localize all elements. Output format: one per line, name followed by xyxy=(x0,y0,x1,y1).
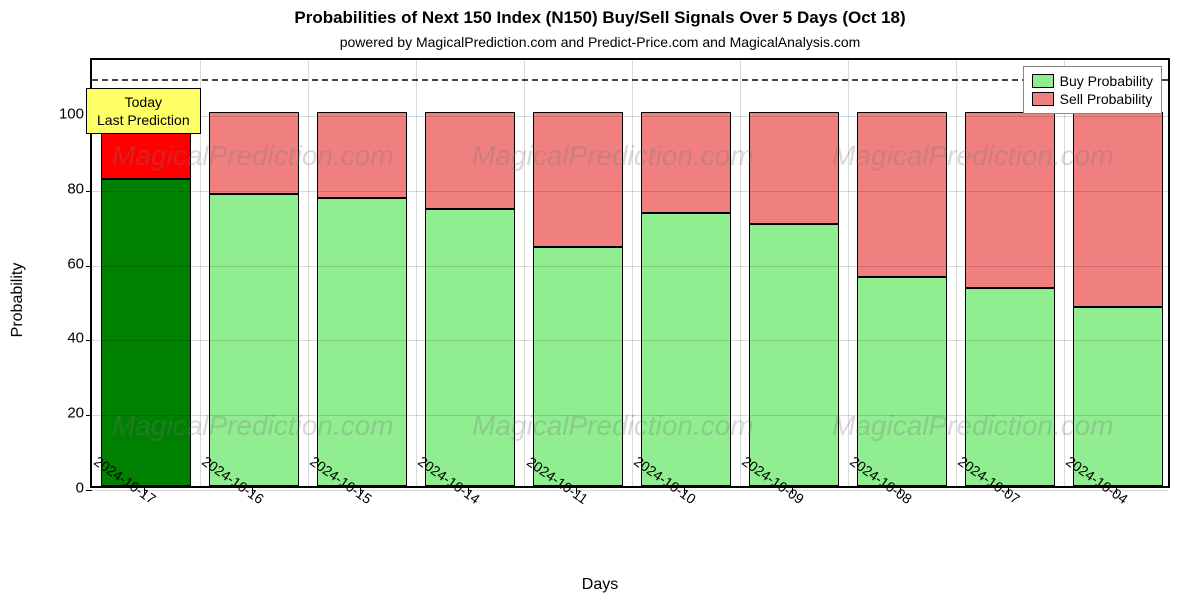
gridline-vertical xyxy=(308,60,309,486)
bar-group xyxy=(533,56,624,486)
gridline-vertical xyxy=(524,60,525,486)
bar-buy-segment xyxy=(965,288,1056,486)
gridline-vertical xyxy=(416,60,417,486)
bar-sell-segment xyxy=(641,112,732,213)
x-axis-label: Days xyxy=(0,576,1200,594)
gridline-vertical xyxy=(740,60,741,486)
ytick-label: 100 xyxy=(14,106,84,123)
bar-group xyxy=(749,56,840,486)
bars-layer xyxy=(92,60,1168,486)
gridline-vertical xyxy=(848,60,849,486)
bar-sell-segment xyxy=(425,112,516,209)
legend-label: Buy Probability xyxy=(1060,73,1153,89)
today-callout: TodayLast Prediction xyxy=(86,88,201,134)
ytick-label: 60 xyxy=(14,255,84,272)
bar-buy-segment xyxy=(101,179,192,486)
ytick-mark xyxy=(86,415,92,416)
gridline-horizontal xyxy=(92,415,1168,416)
bar-sell-segment xyxy=(209,112,300,194)
gridline-horizontal xyxy=(92,191,1168,192)
bar-sell-segment xyxy=(965,112,1056,288)
bar-sell-segment xyxy=(749,112,840,224)
bar-buy-segment xyxy=(317,198,408,486)
bar-sell-segment xyxy=(857,112,948,277)
ytick-label: 80 xyxy=(14,180,84,197)
ytick-mark xyxy=(86,340,92,341)
gridline-horizontal xyxy=(92,340,1168,341)
bar-group xyxy=(641,56,732,486)
today-callout-line1: Today xyxy=(97,93,190,111)
legend-swatch xyxy=(1032,74,1054,88)
legend-label: Sell Probability xyxy=(1060,91,1153,107)
gridline-vertical xyxy=(1064,60,1065,486)
ytick-mark xyxy=(86,266,92,267)
bar-buy-segment xyxy=(425,209,516,486)
bar-group xyxy=(425,56,516,486)
today-callout-line2: Last Prediction xyxy=(97,111,190,129)
bar-sell-segment xyxy=(533,112,624,247)
ytick-mark xyxy=(86,191,92,192)
bar-group xyxy=(317,56,408,486)
chart-title: Probabilities of Next 150 Index (N150) B… xyxy=(0,8,1200,28)
y-axis-label: Probability xyxy=(9,263,27,338)
bar-group xyxy=(965,56,1056,486)
ytick-label: 20 xyxy=(14,405,84,422)
chart-subtitle: powered by MagicalPrediction.com and Pre… xyxy=(0,34,1200,50)
gridline-horizontal xyxy=(92,116,1168,117)
legend-swatch xyxy=(1032,92,1054,106)
bar-group xyxy=(1073,56,1164,486)
bar-sell-segment xyxy=(1073,112,1164,306)
bar-buy-segment xyxy=(1073,307,1164,486)
chart-container: Probabilities of Next 150 Index (N150) B… xyxy=(0,0,1200,600)
bar-sell-segment xyxy=(317,112,408,198)
bar-group xyxy=(209,56,300,486)
ytick-label: 0 xyxy=(14,480,84,497)
plot-area: MagicalPrediction.comMagicalPrediction.c… xyxy=(90,58,1170,488)
legend-row: Buy Probability xyxy=(1032,73,1153,89)
legend: Buy Probability Sell Probability xyxy=(1023,66,1162,114)
ytick-mark xyxy=(86,490,92,491)
gridline-vertical xyxy=(956,60,957,486)
bar-buy-segment xyxy=(857,277,948,486)
ytick-label: 40 xyxy=(14,330,84,347)
gridline-vertical xyxy=(632,60,633,486)
legend-row: Sell Probability xyxy=(1032,91,1153,107)
bar-group xyxy=(857,56,948,486)
gridline-horizontal xyxy=(92,266,1168,267)
reference-line xyxy=(92,79,1168,81)
